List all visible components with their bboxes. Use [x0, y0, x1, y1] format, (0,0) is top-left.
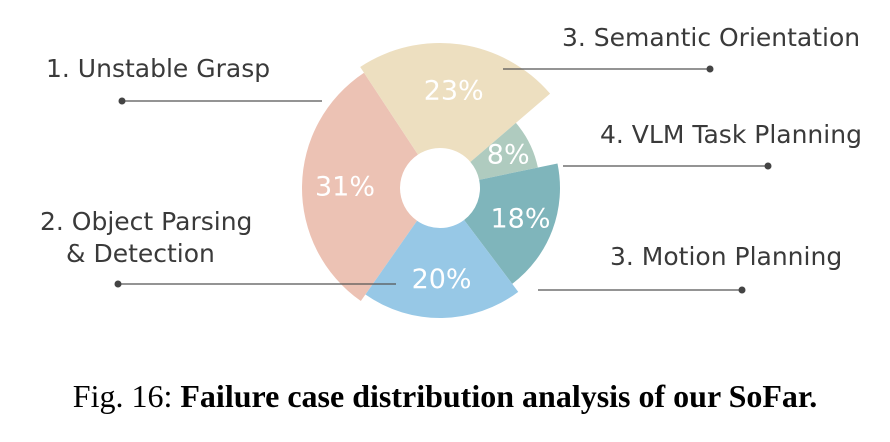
donut-slice-1 — [302, 72, 418, 302]
slice-value-label-4: 18% — [490, 203, 550, 234]
callout-dot-5 — [114, 280, 122, 288]
category-label-1: 1. Unstable Grasp — [46, 54, 270, 83]
donut-slice-2 — [360, 43, 551, 162]
callout-dot-2 — [706, 65, 714, 73]
category-label-4: 3. Motion Planning — [610, 242, 842, 271]
callout-dot-4 — [738, 286, 746, 294]
slice-value-label-2: 23% — [424, 75, 484, 106]
donut-slice-4 — [464, 163, 561, 284]
caption-title: Failure case distribution analysis of ou… — [180, 378, 818, 414]
donut-chart: 31% 23% 8% 18% 20% 1. Unstable Grasp 3. Semant… — [40, 23, 862, 319]
figure-caption: Fig. 16: Failure case distribution analy… — [0, 378, 890, 415]
category-label-5-line-1: 2. Object Parsing — [40, 207, 252, 236]
category-label-2: 3. Semantic Orientation — [562, 23, 860, 52]
category-label-5-line-2: & Detection — [66, 239, 215, 268]
slice-value-label-1: 31% — [315, 172, 375, 203]
slice-value-label-3: 8% — [487, 139, 530, 170]
slice-value-label-5: 20% — [412, 264, 472, 295]
callout-dot-3 — [764, 162, 772, 170]
caption-prefix: Fig. 16: — [72, 378, 181, 414]
category-label-3: 4. VLM Task Planning — [600, 120, 862, 149]
callout-dot-1 — [118, 97, 126, 105]
donut-slice-5 — [365, 219, 519, 319]
donut-slice-3 — [470, 122, 538, 180]
